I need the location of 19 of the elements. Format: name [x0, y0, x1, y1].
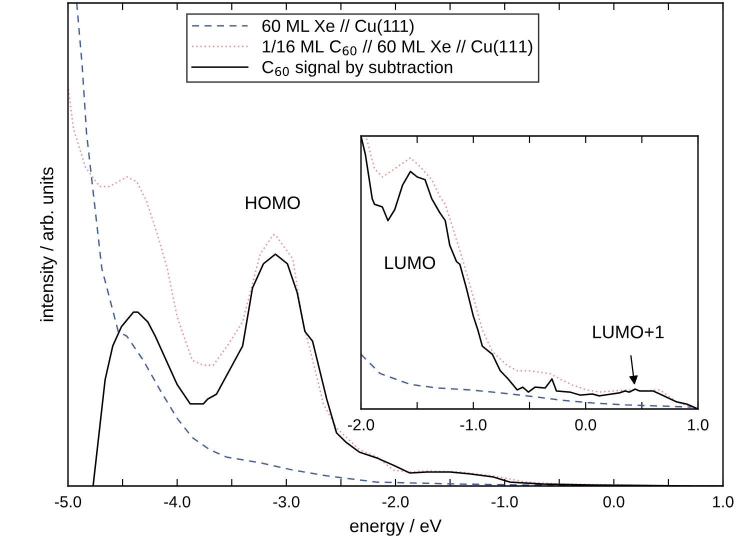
- x-tick-label: -5.0: [54, 496, 82, 508]
- x-tick-label: -3.0: [273, 496, 300, 508]
- legend-label: 1/16 ML C$_{60}$ // 60 ML Xe // Cu(111): [262, 40, 532, 56]
- legend-label: C$_{60}$ signal by subtraction: [262, 60, 452, 77]
- x-tick-label: -1.0: [492, 496, 518, 508]
- x-tick-label: 0.0: [603, 496, 624, 508]
- x-tick-label: -1.0: [460, 419, 486, 430]
- annotation: LUMO: [385, 256, 436, 270]
- y-axis-title: intensity / arb. units: [40, 167, 57, 322]
- x-tick-label: 0.0: [575, 419, 596, 430]
- annotation: LUMO+1: [593, 326, 664, 338]
- x-tick-label: 1.0: [713, 496, 734, 508]
- x-tick-label: 1.0: [688, 419, 708, 430]
- x-tick-label: -2.0: [348, 419, 374, 430]
- x-tick-label: -2.0: [382, 496, 409, 508]
- x-axis-title: energy / eV: [350, 518, 442, 536]
- annotation: HOMO: [246, 196, 300, 210]
- legend-label: 60 ML Xe // Cu(111): [262, 19, 414, 36]
- x-tick-label: -4.0: [164, 496, 190, 508]
